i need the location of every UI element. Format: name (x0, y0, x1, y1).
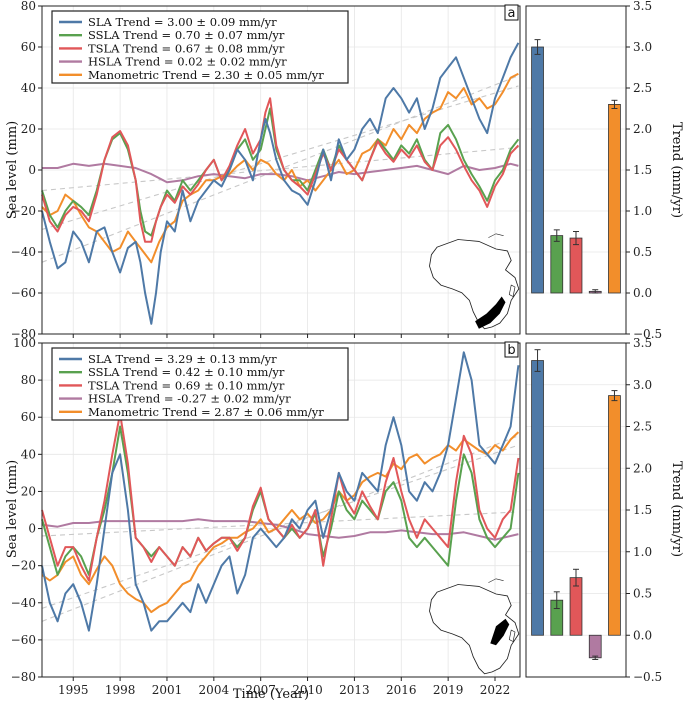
trend-y-tick-label: 3.0 (633, 40, 652, 54)
x-tick-label: 2019 (433, 683, 464, 697)
legend-entry-tsla: TSLA Trend = 0.67 ± 0.08 mm/yr (88, 41, 285, 55)
series-line-ssla (41, 107, 520, 237)
panel-label-a: a (504, 4, 519, 21)
legend-entry-manometric: Manometric Trend = 2.30 ± 0.05 mm/yr (88, 68, 324, 82)
trend-bar-tsla (569, 237, 583, 294)
series-line-manometric (41, 431, 520, 614)
trend-bar-sla (531, 46, 544, 294)
trend-y-tick-label: 2.0 (633, 461, 652, 475)
trend-y-tick-label: 0.0 (633, 628, 652, 642)
legend-entry-manometric: Manometric Trend = 2.87 ± 0.06 mm/yr (88, 405, 324, 419)
africa-map-inset-b (429, 578, 520, 675)
trend-y-tick-label: 1.0 (633, 204, 652, 218)
y-tick-label: −20 (11, 559, 36, 573)
legend-entry-ssla: SSLA Trend = 0.70 ± 0.07 mm/yr (88, 28, 285, 42)
y-tick-label: 100 (13, 336, 36, 350)
trend-line-manometric (41, 444, 519, 609)
y-tick-label: 20 (21, 484, 36, 498)
series-line-hsla (42, 162, 519, 184)
x-tick-label: 2004 (199, 683, 230, 697)
y-tick-label: 0 (28, 522, 36, 536)
x-tick-label: 2022 (480, 683, 511, 697)
trend-y-tick-label: 1.0 (633, 545, 652, 559)
trend-y-tick-label: 3.0 (633, 378, 652, 392)
plot-frame (41, 342, 521, 678)
panel-b-trend-ylabel: Trend (mm/yr) (669, 461, 684, 557)
x-tick-label: 2001 (152, 683, 183, 697)
series-line-hsla (41, 518, 519, 541)
trend-y-tick-label: 2.5 (633, 81, 652, 95)
trend-y-tick-label: −0.5 (633, 327, 662, 341)
panel-b-ylabel: Sea level (mm) (5, 460, 20, 558)
trend-y-tick-label: 3.5 (633, 0, 652, 13)
trend-y-tick-label: 2.5 (633, 420, 652, 434)
y-tick-label: −40 (11, 245, 36, 259)
trend-y-tick-label: 2.0 (633, 122, 652, 136)
panel-label-a-text: a (508, 6, 516, 21)
legend-entry-sla: SLA Trend = 3.29 ± 0.13 mm/yr (88, 352, 277, 366)
trend-y-tick-label: 1.5 (633, 503, 652, 517)
y-tick-label: −40 (11, 596, 36, 610)
africa-map-inset-a (429, 233, 520, 330)
trend-line-ssla (41, 146, 519, 192)
trend-bar-hsla (588, 634, 602, 659)
trend-y-tick-label: 3.5 (633, 336, 652, 350)
legend-entry-tsla: TSLA Trend = 0.69 ± 0.10 mm/yr (88, 378, 285, 392)
panel-a-line-chart: −80 −60 −40 −20 0 20 40 60 80 SLA Trend = 3.00 ± … (11, 0, 521, 341)
x-tick-label: 2016 (386, 683, 417, 697)
legend-entry-sla: SLA Trend = 3.00 ± 0.09 mm/yr (88, 15, 277, 29)
series-line-sla (41, 42, 520, 325)
y-tick-label: 80 (21, 0, 36, 13)
trend-y-tick-label: 0.5 (633, 245, 652, 259)
panel-a-trend-ylabel: Trend (mm/yr) (669, 122, 684, 218)
y-tick-label: 60 (21, 410, 36, 424)
legend-box (51, 347, 349, 421)
legend-box (51, 10, 349, 84)
y-tick-label: 40 (21, 81, 36, 95)
panel-label-b: b (504, 341, 519, 358)
trend-y-tick-label: 0.0 (633, 286, 652, 300)
trend-bar-manometric (608, 104, 621, 294)
x-tick-label: 2013 (339, 683, 370, 697)
y-tick-label: −60 (11, 286, 36, 300)
legend-entry-ssla: SSLA Trend = 0.42 ± 0.10 mm/yr (88, 365, 285, 379)
panel-b-line-chart: −80 −60 −40 −20 0 20 40 60 80 100 1995 1998 2001 2004… (11, 336, 521, 697)
y-tick-label: −80 (11, 670, 36, 684)
y-tick-label: −60 (11, 633, 36, 647)
y-tick-label: 80 (21, 373, 36, 387)
y-tick-label: −20 (11, 204, 36, 218)
panel-a-trend-bar-chart: −0.5 0.0 0.5 1.0 1.5 2.0 2.5 3.0 3.5 (525, 0, 662, 341)
y-tick-label: 20 (21, 122, 36, 136)
series-line-tsla (41, 97, 520, 243)
x-tick-label: 2007 (245, 683, 276, 697)
panel-b-trend-bar-chart: −0.5 0.0 0.5 1.0 1.5 2.0 2.5 3.0 3.5 (525, 336, 662, 684)
legend-entry-hsla: HSLA Trend = 0.02 ± 0.02 mm/yr (88, 55, 287, 69)
x-tick-label: 1995 (58, 683, 89, 697)
trend-line-sla (41, 435, 519, 622)
trend-bar-ssla (550, 235, 564, 294)
y-tick-label: 0 (28, 163, 36, 177)
panel-a-ylabel: Sea level (mm) (5, 121, 20, 219)
trend-y-tick-label: 1.5 (633, 163, 652, 177)
trend-y-tick-label: 0.5 (633, 587, 652, 601)
series-line-manometric (41, 72, 519, 264)
trend-bar-sla (531, 360, 544, 636)
panel-label-b-text: b (507, 343, 515, 358)
series-line-sla (41, 351, 520, 632)
y-tick-label: −80 (11, 327, 36, 341)
x-tick-label: 2010 (292, 683, 323, 697)
series-line-tsla (41, 412, 520, 582)
trend-y-tick-label: −0.5 (633, 670, 662, 684)
legend-entry-hsla: HSLA Trend = -0.27 ± 0.02 mm/yr (88, 392, 291, 406)
trend-bar-manometric (608, 395, 621, 636)
y-tick-label: 60 (21, 40, 36, 54)
y-tick-label: 40 (21, 447, 36, 461)
x-tick-label: 1998 (105, 683, 136, 697)
xlabel: Time (Year) (233, 687, 309, 702)
